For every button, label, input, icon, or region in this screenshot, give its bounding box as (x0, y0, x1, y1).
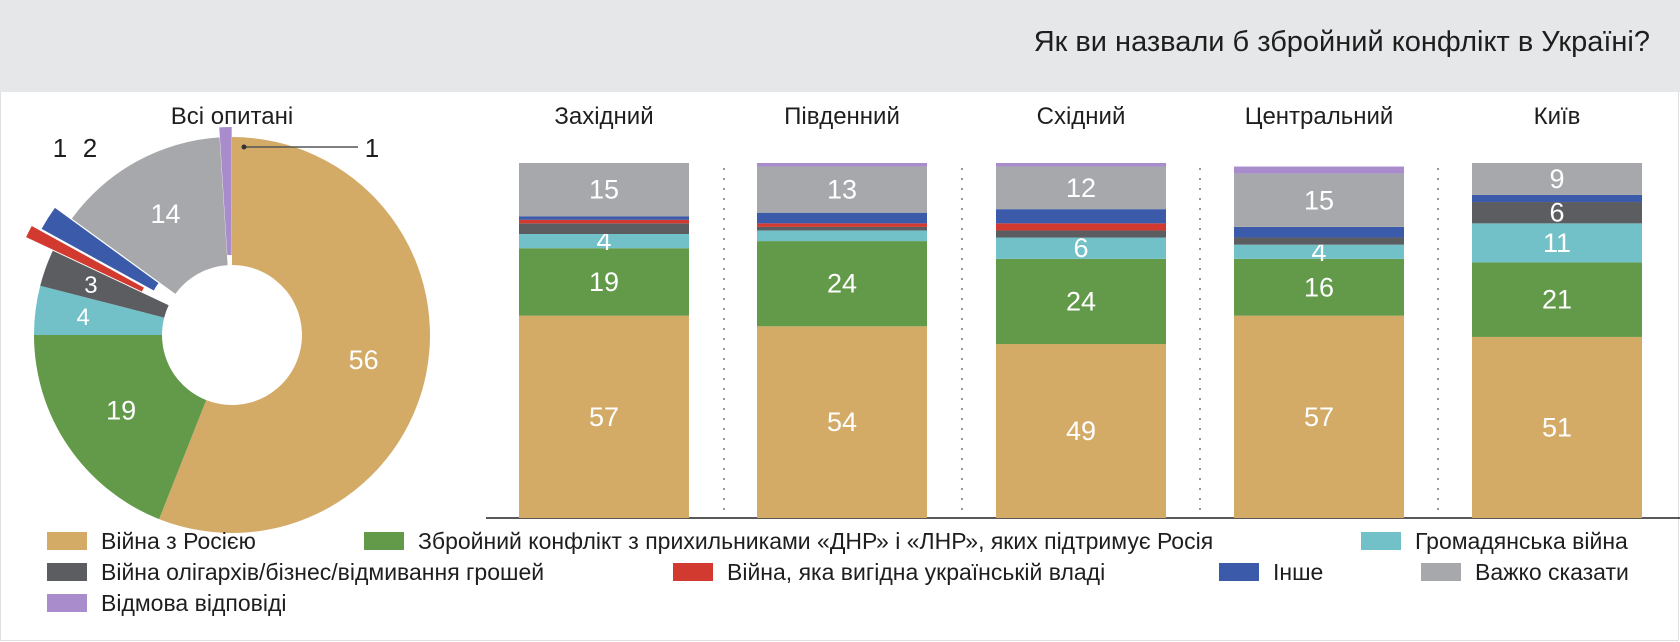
pie-data-label: 14 (150, 199, 180, 229)
bar-segment (519, 216, 689, 220)
bar-data-label: 57 (1304, 402, 1334, 432)
bar-data-label: 11 (1543, 228, 1571, 258)
pie-slice (41, 207, 159, 291)
bar-segment (757, 212, 927, 224)
bar-segment (519, 248, 689, 316)
bar-data-label: 24 (827, 269, 857, 299)
bar-segment (1234, 173, 1404, 227)
bar-segment (996, 209, 1166, 224)
pie-data-label: 1 (365, 133, 379, 163)
bar-segment (1472, 163, 1642, 195)
pie-slice (40, 250, 169, 318)
bar-segment (1234, 226, 1404, 238)
bar-segment (1234, 244, 1404, 259)
bar-data-label: 54 (827, 407, 857, 437)
pie-title: Всі опитані (171, 103, 293, 130)
pie-slice (34, 335, 207, 520)
pie-data-label: 3 (84, 272, 97, 299)
bar-data-label: 49 (1066, 416, 1096, 446)
bar-data-label: 15 (1304, 185, 1334, 215)
bar-segment (1472, 336, 1642, 518)
bar-segment (1472, 202, 1642, 224)
bar-data-label: 6 (1549, 198, 1564, 228)
pie-slice (159, 137, 430, 533)
bar-data-label: 6 (1073, 233, 1088, 263)
bar-segment (1234, 237, 1404, 245)
pie-slice (219, 127, 232, 256)
bar-segment (1472, 194, 1642, 203)
bar-segment (996, 230, 1166, 238)
bar-segment (757, 226, 927, 231)
bar-data-label: 13 (827, 175, 857, 205)
bar-segment (757, 166, 927, 213)
region-label: Західний (554, 103, 653, 130)
bar-data-label: 16 (1304, 272, 1334, 302)
bar-segment (519, 315, 689, 518)
pie-data-label: 2 (83, 133, 97, 163)
bar-segment (757, 230, 927, 242)
bar-segment (1234, 258, 1404, 316)
bar-segment (1234, 315, 1404, 518)
bar-segment (757, 326, 927, 518)
region-label: Центральний (1245, 103, 1394, 130)
bar-segment (519, 234, 689, 249)
pie-data-label: 19 (106, 395, 136, 425)
bar-segment (757, 223, 927, 227)
bar-data-label: 57 (589, 402, 619, 432)
pie-leader-dot (241, 144, 247, 150)
bar-segment (996, 223, 1166, 231)
bar-segment (519, 163, 689, 217)
bar-segment (757, 241, 927, 327)
pie-data-label: 4 (77, 304, 90, 331)
bar-data-label: 21 (1542, 285, 1572, 315)
bar-data-label: 9 (1549, 164, 1564, 194)
bar-segment (996, 166, 1166, 210)
pie-slice (71, 137, 228, 294)
bar-segment (996, 344, 1166, 518)
bar-data-label: 12 (1066, 173, 1096, 203)
region-label: Південний (784, 103, 900, 130)
bar-segment (996, 163, 1166, 167)
chart-title: Як ви назвали б збройний конфлікт в Укра… (1033, 26, 1650, 58)
header-band: Як ви назвали б збройний конфлікт в Укра… (0, 0, 1680, 92)
pie-data-label: 1 (53, 133, 67, 163)
bar-segment (519, 223, 689, 234)
bar-data-label: 19 (589, 267, 619, 297)
region-label: Східний (1037, 103, 1126, 130)
bar-segment (757, 163, 927, 167)
bar-segment (1472, 223, 1642, 263)
bar-segment (996, 237, 1166, 259)
bar-segment (519, 219, 689, 224)
bar-segment (1234, 166, 1404, 174)
bar-data-label: 51 (1542, 412, 1572, 442)
pie-slice (34, 285, 165, 335)
region-label: Київ (1534, 103, 1581, 130)
pie-slice (26, 225, 144, 292)
bar-data-label: 15 (589, 175, 619, 205)
bar-segment (996, 258, 1166, 345)
bar-segment (1472, 262, 1642, 337)
chart-frame (0, 92, 1679, 641)
pie-data-label: 56 (349, 345, 379, 375)
bar-data-label: 24 (1066, 286, 1096, 316)
